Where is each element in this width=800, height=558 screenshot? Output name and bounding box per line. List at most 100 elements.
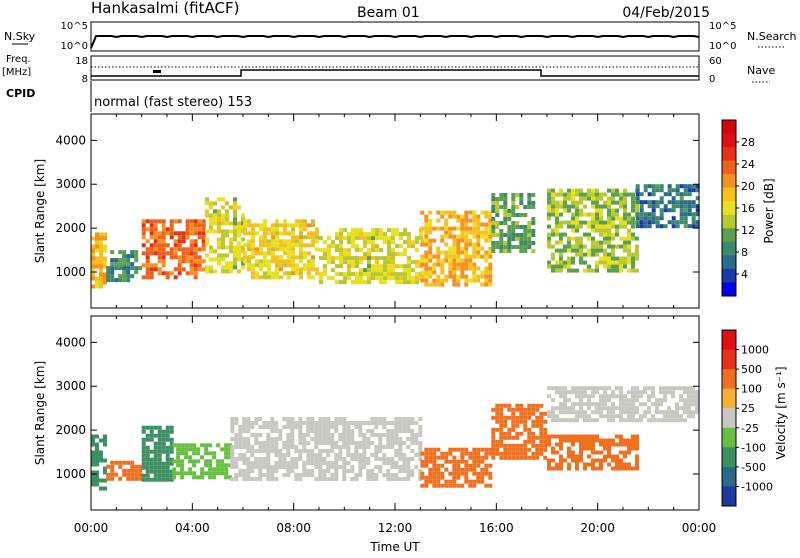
- velocity-cell-7: [635, 466, 639, 471]
- velocity-cell-4: [290, 425, 295, 429]
- velocity-cell-4: [354, 449, 359, 453]
- power-cell-5: [371, 272, 375, 277]
- power-cell-5: [347, 272, 351, 277]
- velocity-cell-6: [495, 443, 500, 448]
- velocity-cell-5: [440, 451, 445, 456]
- velocity-cell-4: [250, 445, 255, 449]
- velocity-cell-4: [418, 445, 423, 449]
- velocity-cell-4: [390, 477, 395, 481]
- velocity-cell-2: [153, 425, 158, 430]
- power-cell-5: [323, 240, 327, 245]
- velocity-cell-5: [436, 479, 441, 484]
- velocity-cell-6: [527, 411, 532, 416]
- velocity-cell-0: [91, 434, 95, 439]
- power-cell-8: [587, 252, 591, 257]
- velocity-cell-4: [298, 457, 303, 461]
- velocity-cell-5: [440, 471, 445, 476]
- velocity-cell-3: [176, 451, 181, 456]
- power-cell-6: [436, 274, 441, 279]
- power-cell-8: [591, 216, 595, 221]
- power-cell-8: [575, 220, 579, 225]
- power-cell-7: [503, 221, 508, 225]
- velocity-cell-2: [149, 465, 154, 470]
- velocity-cell-4: [258, 477, 263, 481]
- power-cell-4: [275, 247, 279, 252]
- power-cell-6: [428, 238, 433, 243]
- velocity-cell-6: [535, 451, 540, 456]
- power-cell-8: [623, 264, 627, 269]
- power-cell-1: [110, 274, 115, 279]
- velocity-cell-6: [491, 455, 496, 460]
- power-cell-2: [157, 247, 162, 252]
- freq-unit: [MHz]: [2, 67, 31, 78]
- power-cell-8: [547, 236, 551, 241]
- velocity-cell-8: [627, 390, 631, 395]
- velocity-cell-4: [338, 417, 343, 421]
- power-cell-8: [551, 204, 555, 209]
- velocity-cell-4: [258, 461, 263, 465]
- velocity-cell-5: [452, 483, 457, 488]
- power-cell-4: [259, 259, 263, 264]
- velocity-colorbar-segment: [722, 349, 736, 370]
- power-cell-5: [403, 272, 407, 277]
- power-cell-0: [95, 260, 99, 265]
- power-cell-2: [193, 223, 198, 228]
- velocity-cell-4: [270, 421, 275, 425]
- velocity-cell-6: [527, 455, 532, 460]
- velocity-cell-6: [503, 419, 508, 424]
- power-cell-5: [335, 264, 339, 269]
- power-cell-5: [359, 268, 363, 273]
- velocity-cell-4: [334, 469, 339, 473]
- power-cell-5: [419, 236, 423, 241]
- velocity-cell-7: [619, 438, 623, 443]
- freq-blip: [153, 70, 161, 73]
- power-cell-8: [579, 256, 583, 261]
- velocity-cell-4: [394, 441, 399, 445]
- power-cell-3: [221, 245, 225, 250]
- power-cell-9: [639, 220, 644, 225]
- power-cell-8: [591, 192, 595, 197]
- velocity-cell-4: [266, 437, 271, 441]
- power-cell-7: [523, 237, 528, 241]
- velocity-cell-2: [157, 437, 162, 442]
- velocity-cell-8: [675, 410, 679, 415]
- power-cell-9: [675, 224, 680, 229]
- power-colorbar-segment: [722, 187, 736, 202]
- power-cell-6: [440, 250, 445, 255]
- power-cell-8: [607, 208, 611, 213]
- velocity-cell-5: [444, 455, 449, 460]
- power-cell-8: [623, 200, 627, 205]
- power-cell-7: [515, 193, 520, 197]
- velocity-cell-4: [270, 437, 275, 441]
- power-cell-6: [420, 270, 425, 275]
- power-cell-4: [259, 239, 263, 244]
- power-cell-6: [424, 278, 429, 283]
- velocity-cell-6: [543, 435, 548, 440]
- power-cell-6: [484, 282, 489, 287]
- power-cell-8: [567, 268, 571, 273]
- velocity-cell-2: [169, 469, 174, 474]
- power-cell-4: [287, 247, 291, 252]
- velocity-cell-6: [531, 431, 536, 436]
- power-cell-0: [91, 272, 95, 277]
- power-cell-3: [233, 213, 237, 218]
- velocity-cell-7: [567, 454, 571, 459]
- velocity-cell-7: [623, 450, 627, 455]
- power-cell-6: [464, 258, 469, 263]
- velocity-cell-4: [418, 441, 423, 445]
- power-cell-4: [259, 251, 263, 256]
- velocity-cell-4: [294, 461, 299, 465]
- velocity-cell-4: [398, 465, 403, 469]
- power-cell-3: [237, 205, 241, 210]
- velocity-cell-4: [326, 441, 331, 445]
- velocity-cell-4: [354, 457, 359, 461]
- power-cell-8: [607, 200, 611, 205]
- power-cell-0: [103, 244, 107, 249]
- velocity-cell-4: [230, 445, 235, 449]
- power-cell-2: [161, 247, 166, 252]
- power-cell-6: [476, 278, 481, 283]
- power-cell-5: [331, 260, 335, 265]
- velocity-cell-8: [623, 402, 627, 407]
- velocity-cell-7: [571, 454, 575, 459]
- velocity-cell-5: [480, 455, 485, 460]
